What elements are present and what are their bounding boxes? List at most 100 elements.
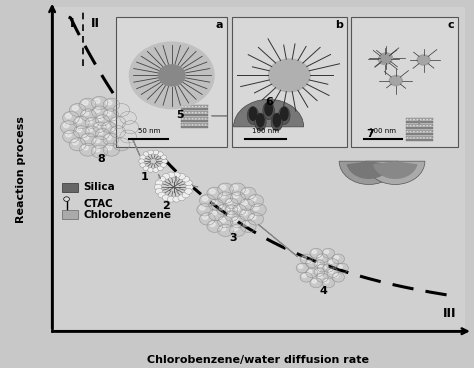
Circle shape [178,174,185,179]
Circle shape [300,254,312,264]
Bar [406,139,433,141]
Circle shape [106,100,112,105]
Circle shape [299,265,303,268]
Circle shape [419,125,422,127]
Circle shape [253,206,259,210]
Circle shape [188,112,191,114]
Circle shape [155,184,162,190]
Circle shape [73,126,89,138]
Circle shape [230,183,246,195]
Circle shape [296,263,309,273]
Circle shape [155,188,163,194]
Circle shape [185,188,192,194]
Circle shape [73,116,89,129]
Circle shape [103,98,119,111]
Circle shape [157,166,163,170]
Circle shape [332,254,345,264]
Ellipse shape [263,102,274,120]
Circle shape [129,42,214,109]
Circle shape [324,280,328,283]
Circle shape [81,133,96,145]
Circle shape [188,106,191,108]
Circle shape [122,121,139,134]
Circle shape [268,59,310,92]
Circle shape [232,226,238,231]
Ellipse shape [247,107,259,124]
Circle shape [322,248,335,258]
Circle shape [185,118,187,120]
Circle shape [201,124,204,126]
Circle shape [198,112,201,114]
Circle shape [239,199,255,210]
Circle shape [209,199,224,210]
Circle shape [63,130,79,143]
Circle shape [191,118,194,120]
Circle shape [98,131,103,134]
Circle shape [104,124,109,127]
Circle shape [82,100,88,105]
Text: CTAC: CTAC [83,199,113,209]
Circle shape [182,112,184,114]
Circle shape [153,168,159,172]
Text: b: b [335,20,343,30]
Text: 50 nm: 50 nm [138,128,160,134]
Text: I: I [70,17,74,30]
Text: 100 nm: 100 nm [369,128,396,134]
Circle shape [251,215,256,219]
Circle shape [310,278,322,288]
Circle shape [103,109,118,121]
Circle shape [63,123,69,127]
Circle shape [106,145,112,150]
Ellipse shape [255,113,266,131]
Circle shape [334,274,338,277]
Circle shape [73,140,78,145]
Ellipse shape [257,114,264,127]
Circle shape [416,137,419,139]
Circle shape [327,268,339,277]
Circle shape [419,119,422,121]
Circle shape [207,187,223,199]
Circle shape [316,269,319,272]
Circle shape [218,216,233,228]
Bar [406,124,433,126]
Circle shape [413,137,415,139]
Circle shape [306,259,318,268]
Circle shape [317,264,327,272]
Circle shape [325,265,328,268]
Circle shape [416,119,419,121]
Circle shape [202,197,208,201]
Circle shape [204,112,207,114]
Circle shape [410,137,412,139]
Circle shape [162,159,168,163]
Bar [181,114,208,116]
Text: III: III [443,307,457,320]
Circle shape [116,140,122,145]
Circle shape [140,155,146,159]
Circle shape [123,132,128,137]
Bar [351,17,458,146]
Circle shape [94,99,100,103]
Circle shape [426,119,428,121]
Circle shape [380,53,392,63]
Circle shape [85,117,99,128]
Circle shape [429,131,432,133]
Circle shape [233,194,238,198]
Circle shape [113,103,130,117]
Circle shape [113,128,118,132]
Circle shape [64,197,70,201]
Circle shape [210,189,215,194]
Text: Reaction process: Reaction process [16,116,26,223]
Circle shape [220,218,226,222]
Circle shape [63,112,79,124]
Circle shape [70,103,86,117]
Circle shape [113,138,130,151]
Circle shape [209,209,224,220]
Ellipse shape [279,107,290,124]
Circle shape [60,121,77,134]
Circle shape [338,265,342,268]
Circle shape [173,172,180,178]
Circle shape [195,106,197,108]
Circle shape [248,213,264,225]
Bar [406,118,433,120]
Circle shape [113,118,118,123]
